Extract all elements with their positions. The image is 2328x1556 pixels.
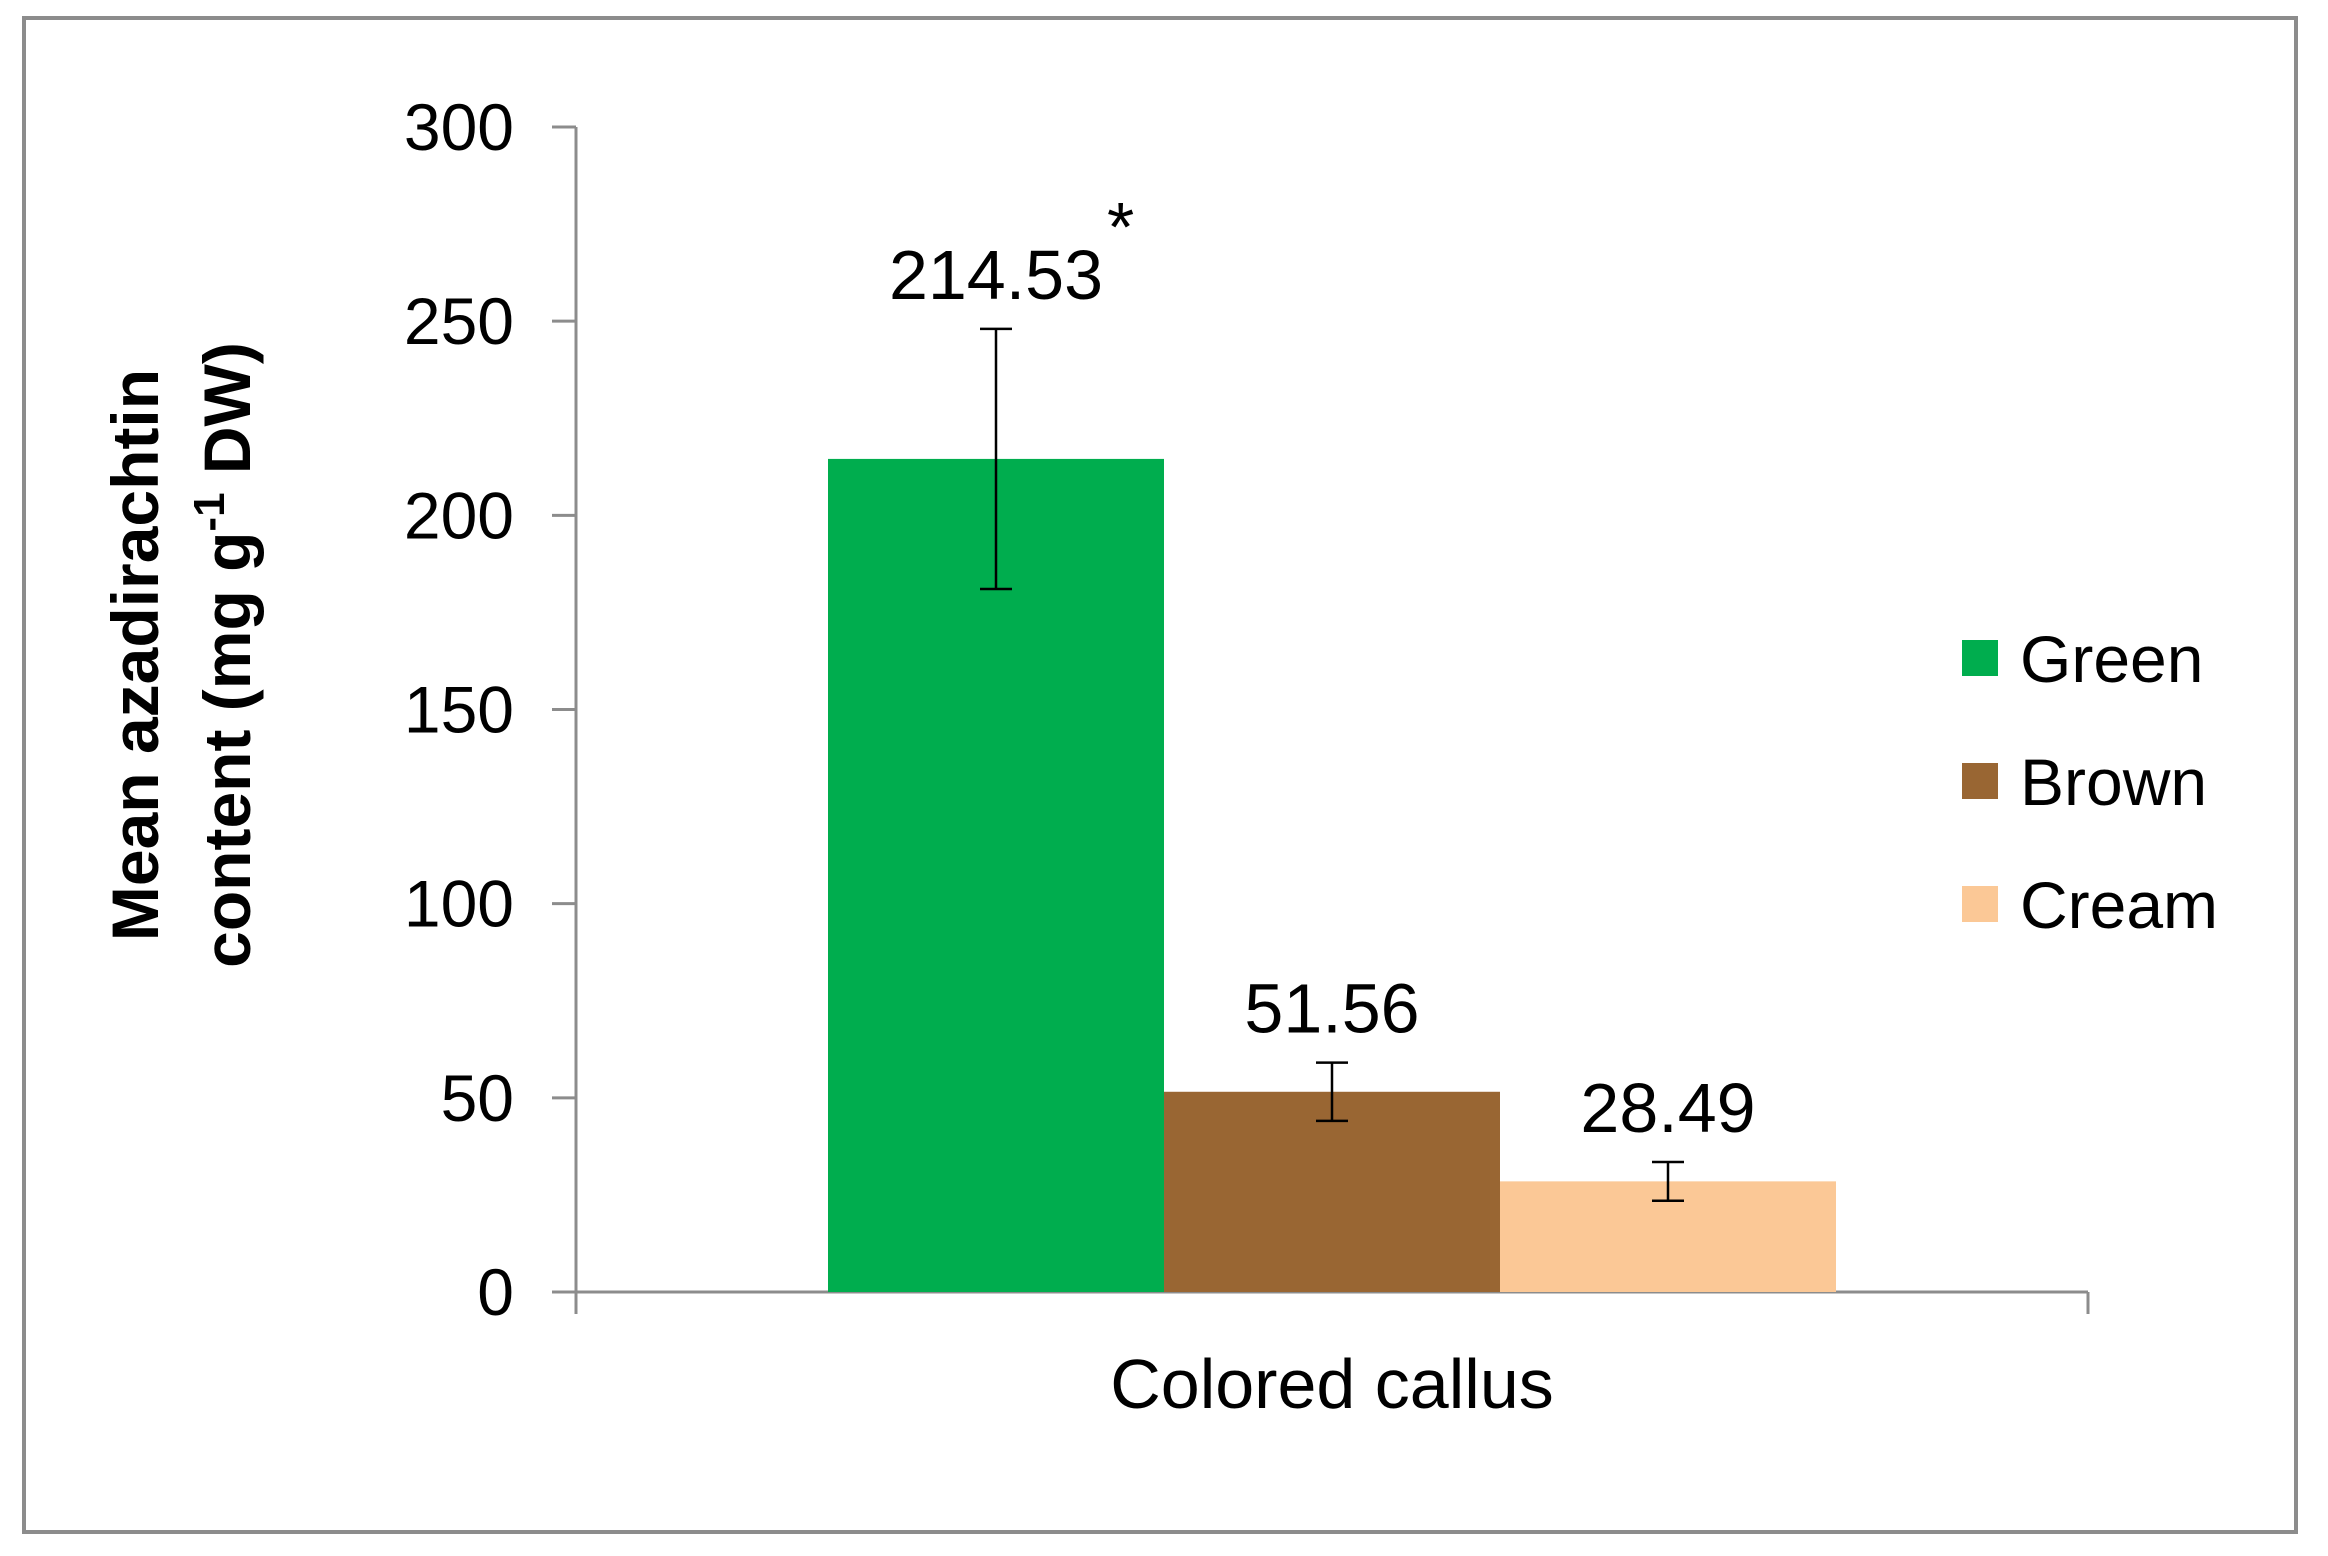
legend: Green Brown Cream bbox=[1962, 622, 2218, 942]
y-tick-label: 200 bbox=[404, 478, 514, 552]
data-labels: 214.53* 51.56 28.49 bbox=[889, 188, 1756, 1147]
y-tick-label: 250 bbox=[404, 284, 514, 358]
legend-label-green: Green bbox=[2020, 622, 2203, 696]
bar-green bbox=[828, 458, 1164, 1292]
y-axis-title-superscript: -1 bbox=[185, 492, 234, 531]
y-tick-label: 150 bbox=[404, 673, 514, 747]
y-axis-title-line1: Mean azadirachtin bbox=[98, 369, 172, 941]
y-axis-title: Mean azadirachtin content (mg g-1 DW) bbox=[98, 342, 264, 968]
y-axis-title-suffix: DW) bbox=[190, 342, 264, 492]
y-axis-title-line2: content (mg g-1 DW) bbox=[185, 342, 264, 968]
y-axis-title-prefix: content (mg g bbox=[190, 532, 264, 968]
legend-label-brown: Brown bbox=[2020, 745, 2207, 819]
significance-marker-green: * bbox=[1107, 188, 1134, 266]
data-label-green: 214.53 bbox=[889, 236, 1103, 314]
legend-swatch-brown bbox=[1962, 763, 1998, 799]
data-label-brown: 51.56 bbox=[1244, 970, 1419, 1048]
legend-swatch-green bbox=[1962, 640, 1998, 676]
x-axis-title: Colored callus bbox=[1110, 1345, 1554, 1423]
y-tick-label: 0 bbox=[477, 1255, 514, 1329]
y-tick-label: 300 bbox=[404, 90, 514, 164]
legend-label-cream: Cream bbox=[2020, 868, 2218, 942]
legend-swatch-cream bbox=[1962, 886, 1998, 922]
y-tick-label: 100 bbox=[404, 867, 514, 941]
y-axis: 0 50 100 150 200 250 300 bbox=[404, 90, 578, 1329]
bar-brown bbox=[1164, 1091, 1500, 1292]
y-tick-label: 50 bbox=[441, 1061, 514, 1135]
x-axis bbox=[574, 1290, 2090, 1314]
bars bbox=[828, 327, 1836, 1292]
data-label-cream: 28.49 bbox=[1580, 1069, 1755, 1147]
